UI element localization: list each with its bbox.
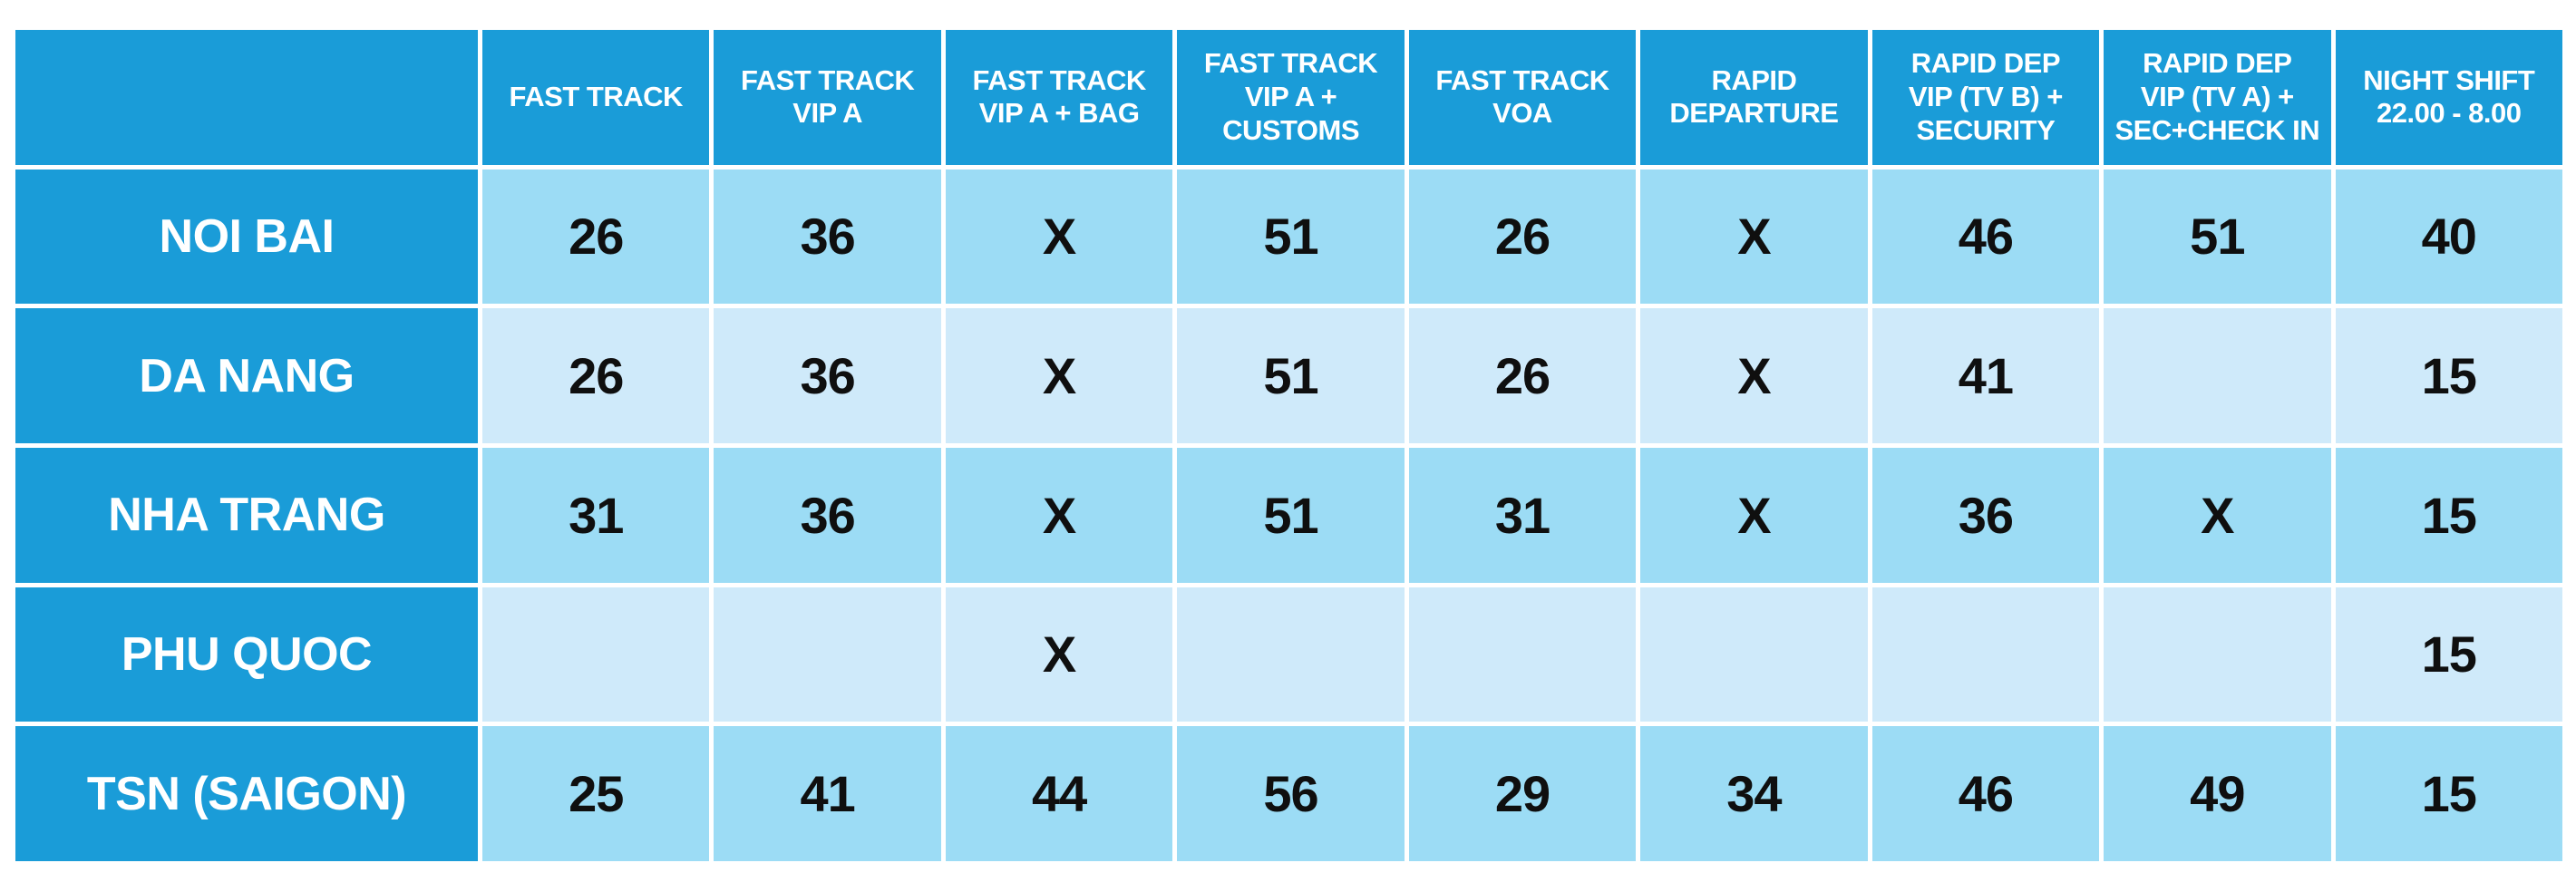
column-header-rapid-dep-vip-tva-sec-checkin: RAPID DEP VIP (TV A) + SEC+CHECK IN — [2104, 30, 2331, 165]
price-cell: 31 — [482, 448, 710, 583]
column-header-line: VIP A — [792, 97, 863, 130]
price-cell: 15 — [2335, 587, 2562, 722]
row-label-phu-quoc: PHU QUOC — [15, 587, 478, 722]
column-header-line: RAPID DEP — [1910, 47, 2061, 80]
price-cell: 41 — [714, 726, 941, 861]
price-cell: X — [1640, 308, 1868, 443]
row-label-noi-bai: NOI BAI — [15, 169, 478, 305]
column-header-night-shift: NIGHT SHIFT 22.00 - 8.00 — [2335, 30, 2562, 165]
column-header-line: VIP A + — [1244, 81, 1337, 113]
price-cell — [1408, 587, 1637, 722]
price-cell: 36 — [714, 448, 941, 583]
row-label-tsn-saigon: TSN (SAIGON) — [15, 726, 478, 861]
price-cell: 25 — [482, 726, 710, 861]
corner-cell — [15, 30, 478, 165]
column-header-line: 22.00 - 8.00 — [2377, 97, 2522, 130]
column-header-line: RAPID DEP — [2143, 47, 2292, 80]
price-cell: 34 — [1640, 726, 1868, 861]
price-cell: 26 — [1408, 308, 1637, 443]
row-label-da-nang: DA NANG — [15, 308, 478, 443]
column-header-line: CUSTOMS — [1222, 113, 1360, 146]
column-header-line: NIGHT SHIFT — [2363, 63, 2535, 96]
price-cell: 41 — [1871, 308, 2100, 443]
column-header-line: FAST TRACK — [509, 81, 684, 113]
column-header-line: RAPID — [1711, 63, 1797, 96]
price-cell — [2104, 587, 2331, 722]
column-header-line: SECURITY — [1916, 113, 2056, 146]
column-header-rapid-departure: RAPID DEPARTURE — [1640, 30, 1868, 165]
column-header-fast-track-voa: FAST TRACK VOA — [1408, 30, 1637, 165]
price-cell: 56 — [1177, 726, 1405, 861]
column-header-fast-track-vip-a-customs: FAST TRACK VIP A + CUSTOMS — [1177, 30, 1405, 165]
column-header-line: VIP (TV B) + — [1908, 81, 2064, 113]
price-cell: 15 — [2335, 448, 2562, 583]
price-cell: 51 — [1177, 448, 1405, 583]
price-cell: 51 — [1177, 308, 1405, 443]
price-cell: X — [1640, 169, 1868, 305]
price-cell: X — [2104, 448, 2331, 583]
price-cell: 36 — [714, 308, 941, 443]
price-cell: 15 — [2335, 726, 2562, 861]
price-cell: 40 — [2335, 169, 2562, 305]
column-header-fast-track-vip-a: FAST TRACK VIP A — [714, 30, 941, 165]
price-cell — [2104, 308, 2331, 443]
column-header-line: VIP A + BAG — [978, 97, 1140, 130]
column-header-line: VOA — [1492, 97, 1552, 130]
price-cell: 26 — [482, 169, 710, 305]
price-cell — [1177, 587, 1405, 722]
price-cell: 44 — [945, 726, 1173, 861]
column-header-fast-track: FAST TRACK — [482, 30, 710, 165]
price-cell: 51 — [2104, 169, 2331, 305]
price-cell: 36 — [1871, 448, 2100, 583]
price-cell: 46 — [1871, 169, 2100, 305]
price-cell — [1871, 587, 2100, 722]
row-label-nha-trang: NHA TRANG — [15, 448, 478, 583]
column-header-line: FAST TRACK — [972, 63, 1146, 96]
price-cell — [482, 587, 710, 722]
price-cell: X — [945, 308, 1173, 443]
column-header-line: SEC+CHECK IN — [2114, 113, 2320, 146]
price-cell: 29 — [1408, 726, 1637, 861]
price-cell: 15 — [2335, 308, 2562, 443]
column-header-line: FAST TRACK — [740, 63, 915, 96]
column-header-line: DEPARTURE — [1669, 97, 1839, 130]
price-cell: 46 — [1871, 726, 2100, 861]
price-cell: 36 — [714, 169, 941, 305]
price-cell: 51 — [1177, 169, 1405, 305]
price-cell: 26 — [1408, 169, 1637, 305]
price-cell: 26 — [482, 308, 710, 443]
price-cell — [714, 587, 941, 722]
column-header-rapid-dep-vip-tvb-security: RAPID DEP VIP (TV B) + SECURITY — [1871, 30, 2100, 165]
price-cell: 49 — [2104, 726, 2331, 861]
column-header-line: FAST TRACK — [1203, 47, 1378, 80]
price-cell: X — [945, 169, 1173, 305]
column-header-fast-track-vip-a-bag: FAST TRACK VIP A + BAG — [945, 30, 1173, 165]
fee-table: FAST TRACK FAST TRACK VIP A FAST TRACK V… — [15, 30, 2562, 861]
column-header-line: VIP (TV A) + — [2140, 81, 2294, 113]
fee-table-grid: FAST TRACK FAST TRACK VIP A FAST TRACK V… — [15, 30, 2562, 861]
price-cell: X — [1640, 448, 1868, 583]
price-cell — [1640, 587, 1868, 722]
column-header-line: FAST TRACK — [1435, 63, 1609, 96]
price-cell: X — [945, 448, 1173, 583]
price-cell: 31 — [1408, 448, 1637, 583]
price-cell: X — [945, 587, 1173, 722]
